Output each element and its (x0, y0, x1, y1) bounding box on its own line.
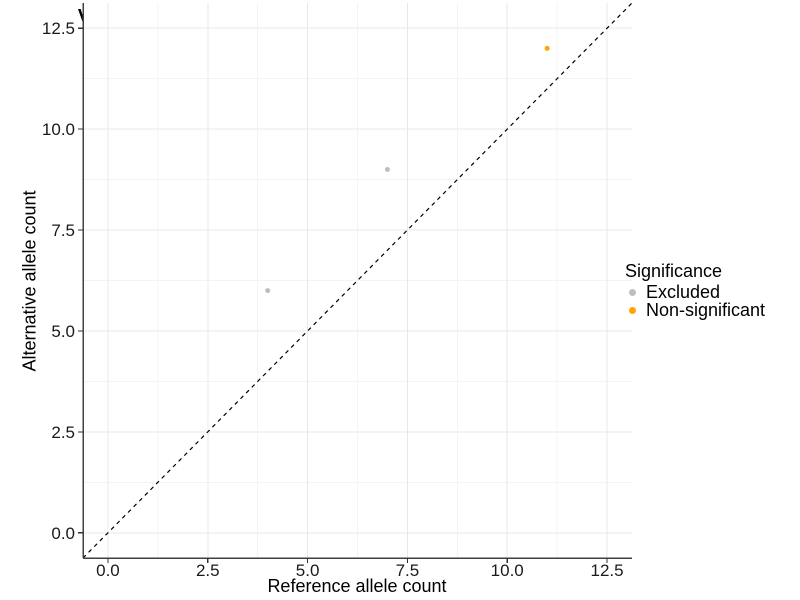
legend-key-dot-excluded (629, 288, 636, 296)
x-tick-label: 0.0 (96, 561, 120, 580)
legend-key-dot-non-significant (629, 306, 636, 314)
data-point-excluded (265, 288, 271, 294)
data-point-excluded (384, 167, 390, 172)
y-tick-label: 0.0 (51, 524, 75, 543)
legend-item-label-excluded: Excluded (646, 281, 721, 302)
y-tick-label: 2.5 (51, 423, 75, 442)
legend-item-label-non-significant: Non-significant (646, 299, 766, 320)
x-tick-label: 2.5 (196, 561, 220, 580)
y-tick-label: 5.0 (51, 322, 75, 341)
x-tick-label: 12.5 (590, 561, 623, 580)
x-tick-label: 7.5 (396, 561, 420, 580)
y-tick-label: 10.0 (42, 120, 75, 139)
legend-item-non-significant: Non-significant (625, 299, 766, 320)
identity-line (82, 2, 633, 559)
legend: Significance Excluded Non-significant (625, 260, 766, 320)
y-tick-label: 7.5 (51, 221, 75, 240)
x-axis-title: Reference allele count (267, 576, 447, 596)
legend-item-excluded: Excluded (625, 281, 765, 302)
y-axis-title: Alternative allele count (19, 190, 40, 372)
x-tick-label: 5.0 (296, 561, 320, 580)
data-point-non-significant (544, 45, 550, 51)
x-tick-label: 10.0 (491, 561, 524, 580)
legend-title: Significance (625, 261, 723, 281)
y-tick-label: 12.5 (42, 19, 75, 38)
